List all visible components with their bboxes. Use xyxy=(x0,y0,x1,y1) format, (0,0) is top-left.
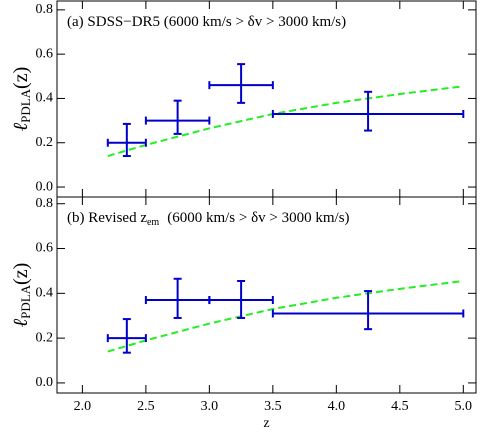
x-tick-label: 4.5 xyxy=(391,399,409,414)
x-tick-label: 3.5 xyxy=(264,399,282,414)
annotation: (b) Revised zem (6000 km/s > δv > 3000 km… xyxy=(67,210,350,228)
annotation: (a) SDSS−DR5 (6000 km/s > δv > 3000 km/s… xyxy=(67,14,346,30)
annotation-part: (6000 km/s > δv > 3000 km/s) xyxy=(167,210,349,226)
y-tick-label: 0.8 xyxy=(36,2,54,17)
y-tick-label: 0.6 xyxy=(36,241,54,256)
y-axis-label-part: (z) xyxy=(10,263,32,285)
y-axis-label: ℓPDLA(z) xyxy=(10,263,33,328)
annotation-part: (a) SDSS−DR5 (6000 km/s > δv > 3000 km/s… xyxy=(67,14,346,30)
y-tick-label: 0.6 xyxy=(36,46,54,61)
y-axis-label-part: ℓ xyxy=(10,318,32,327)
y-tick-label: 0.0 xyxy=(36,375,54,390)
x-axis-label: z xyxy=(263,416,269,431)
x-tick-label: 3.0 xyxy=(201,399,219,414)
y-tick-label: 0.4 xyxy=(36,91,54,106)
model-curve xyxy=(107,280,464,353)
y-axis-label: ℓPDLA(z) xyxy=(10,67,33,132)
y-axis-label-part: ℓ xyxy=(10,122,32,131)
y-tick-label: 0.2 xyxy=(36,330,54,345)
y-tick-label: 0.2 xyxy=(36,135,54,150)
annotation-part: (b) Revised z xyxy=(67,210,147,226)
y-axis-label-part: PDLA xyxy=(18,284,33,319)
y-tick-label: 0.0 xyxy=(36,179,54,194)
y-tick-label: 0.8 xyxy=(36,196,54,211)
x-tick-label: 2.5 xyxy=(137,399,155,414)
annotation-part: em xyxy=(147,217,159,228)
x-tick-label: 2.0 xyxy=(74,399,92,414)
x-tick-label: 5.0 xyxy=(455,399,473,414)
y-axis-label-part: (z) xyxy=(10,67,32,89)
y-axis-label-part: PDLA xyxy=(18,88,33,123)
y-tick-label: 0.4 xyxy=(36,286,54,301)
x-tick-label: 4.0 xyxy=(328,399,346,414)
plot-frame xyxy=(56,196,477,394)
